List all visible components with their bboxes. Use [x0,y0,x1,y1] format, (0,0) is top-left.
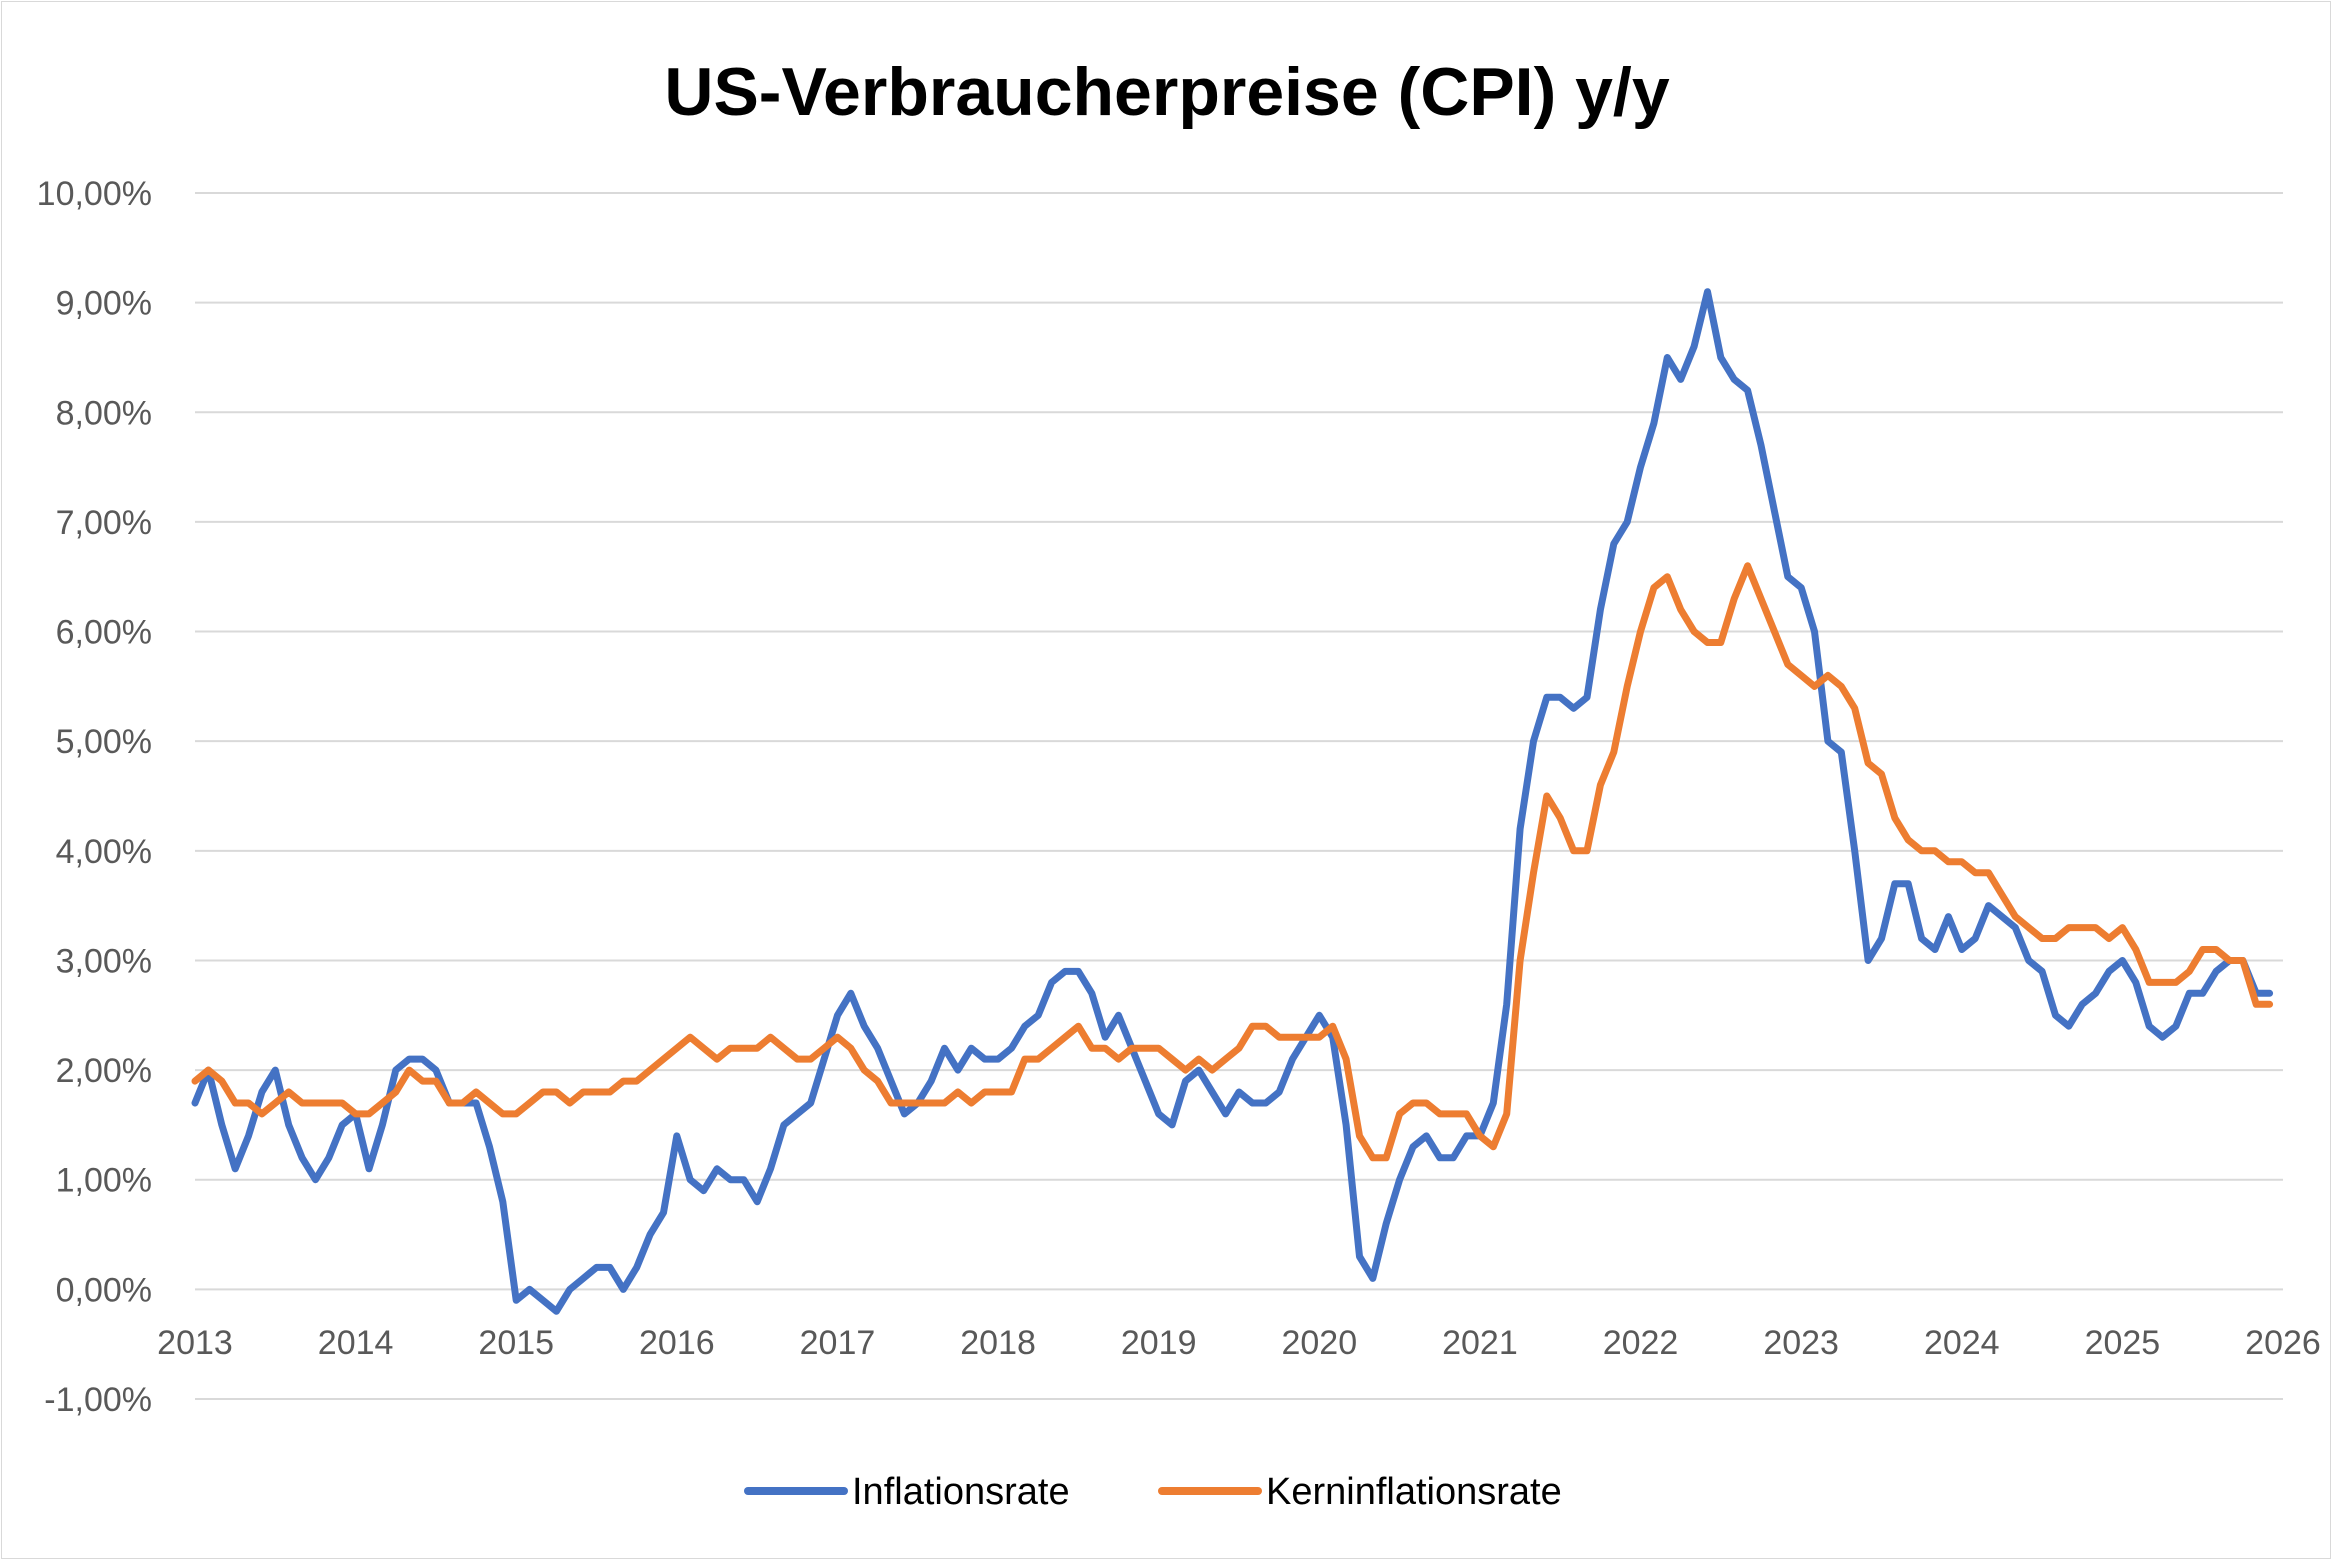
y-tick-label: 9,00% [56,285,152,323]
y-tick-label: 5,00% [56,723,152,761]
x-tick-label: 2022 [1603,1324,1679,1362]
legend: Inflationsrate Kerninflationsrate [744,1471,1562,1513]
legend-label: Kerninflationsrate [1266,1471,1562,1513]
y-tick-label: 4,00% [56,833,152,871]
x-tick-label: 2021 [1442,1324,1518,1362]
y-tick-label: 2,00% [56,1052,152,1090]
series-line-1 [191,288,2274,1315]
legend-label: Inflationsrate [852,1471,1070,1513]
chart-title: US-Verbraucherpreise (CPI) y/y [664,54,1669,130]
x-tick-label: 2024 [1924,1324,2000,1362]
x-tick-label: 2016 [639,1324,715,1362]
x-tick-label: 2025 [2085,1324,2161,1362]
x-axis-ticks: 2013 2014 2015 2016 2017 2018 2019 2020 2021 2022… [157,1324,2321,1362]
y-tick-label: 0,00% [56,1271,152,1309]
series-layer [191,288,2274,1315]
grid-layer [195,192,2283,1400]
y-tick-label: 10,00% [37,175,152,213]
x-tick-label: 2026 [2245,1324,2321,1362]
x-tick-label: 2023 [1763,1324,1839,1362]
y-tick-label: -1,00% [44,1381,152,1419]
x-tick-label: 2013 [157,1324,233,1362]
x-tick-label: 2019 [1121,1324,1197,1362]
y-tick-label: 1,00% [56,1162,152,1200]
x-tick-label: 2015 [478,1324,554,1362]
y-tick-label: 3,00% [56,942,152,980]
series-line-2 [191,562,2274,1162]
x-tick-label: 2020 [1281,1324,1357,1362]
y-axis-ticks: -1,00% 0,00% 1,00% 2,00% 3,00% 4,00% 5,00% 6,00… [37,175,152,1419]
y-tick-label: 8,00% [56,394,152,432]
x-tick-label: 2017 [800,1324,876,1362]
y-tick-label: 6,00% [56,614,152,652]
x-tick-label: 2018 [960,1324,1036,1362]
x-tick-label: 2014 [318,1324,394,1362]
y-tick-label: 7,00% [56,504,152,542]
